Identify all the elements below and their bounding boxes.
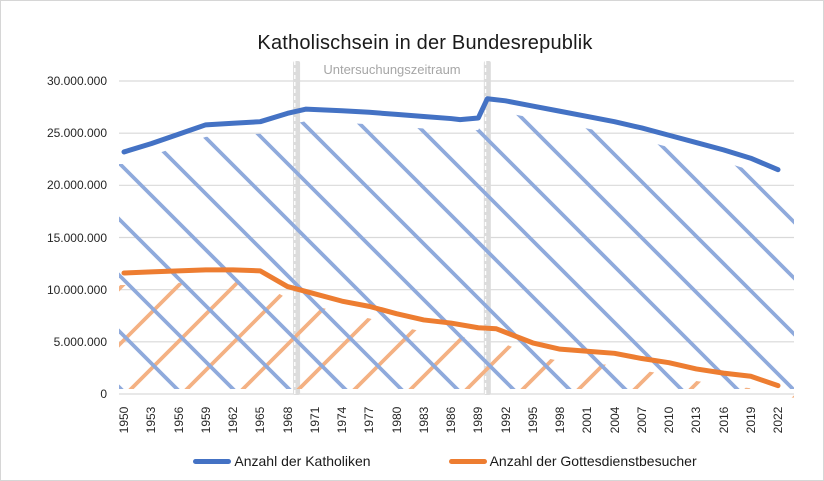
- legend-line-swatch: [448, 458, 487, 464]
- hatch-line: [119, 110, 369, 389]
- hatch-line: [219, 110, 593, 389]
- x-axis-label: 1992: [498, 406, 513, 434]
- hatch-line: [119, 110, 145, 389]
- hatch-line: [163, 110, 537, 389]
- x-axis-label: 2019: [743, 406, 758, 434]
- hatch-line: [611, 281, 794, 398]
- hatch-line: [555, 110, 794, 389]
- x-axis-label: 1959: [198, 406, 213, 434]
- x-axis-label: 2013: [689, 406, 704, 434]
- legend-line-swatch: [193, 458, 232, 464]
- x-axis-label: 2010: [662, 406, 676, 434]
- x-axis-label: 1953: [144, 406, 159, 434]
- x-axis-label: 1989: [471, 406, 486, 434]
- hatch-line: [219, 281, 593, 398]
- legend-item: Anzahl der Gottesdienstbesucher: [448, 453, 697, 469]
- x-axis-label: 2022: [771, 406, 785, 434]
- hatch-down: [1, 41, 794, 411]
- hatch-line: [1, 41, 31, 411]
- x-axis-label: 1965: [253, 406, 268, 434]
- hatch-line: [667, 110, 794, 389]
- hatch-line: [443, 281, 794, 398]
- annotation-label: Untersuchungszeitraum: [323, 62, 461, 77]
- x-axis-label: 2001: [580, 406, 595, 434]
- x-axis-label: 1968: [280, 406, 295, 434]
- chart-title: Katholischsein in der Bundesrepublik: [257, 32, 593, 54]
- y-axis-label: 15.000.000: [46, 230, 107, 245]
- hatch-line: [1, 41, 31, 411]
- x-axis-label: 1974: [335, 406, 349, 434]
- legend-label: Anzahl der Katholiken: [234, 453, 371, 469]
- x-axis-label: 1971: [307, 406, 322, 434]
- y-axis-label: 0: [100, 387, 107, 401]
- hatch-line: [119, 110, 425, 389]
- y-axis-label: 5.000.000: [53, 334, 107, 349]
- hatch-line: [119, 281, 313, 398]
- hatch-line: [331, 281, 705, 398]
- hatch-line: [1, 41, 87, 411]
- hatch-line: [387, 281, 761, 398]
- x-axis-label: 1962: [226, 406, 240, 434]
- y-axis-label: 30.000.000: [46, 74, 107, 88]
- hatch-line: [275, 281, 649, 398]
- hatch-line: [499, 281, 794, 398]
- hatch-line: [119, 281, 201, 398]
- hatch-line: [611, 110, 794, 389]
- hatch-line: [119, 110, 257, 389]
- x-axis-label: 1986: [444, 406, 458, 434]
- x-axis-label: 2007: [634, 406, 649, 434]
- x-axis-label: 1995: [525, 406, 540, 434]
- x-axis-label: 1998: [553, 406, 567, 434]
- hatch-line: [119, 281, 481, 398]
- series-line-gottesdienstbesucher: [121, 267, 781, 389]
- x-axis-label: 2016: [716, 406, 731, 434]
- hatch-line: [555, 281, 794, 398]
- legend-label: Anzahl der Gottesdienstbesucher: [489, 453, 697, 469]
- x-axis-label: 1983: [416, 406, 431, 434]
- x-axis-label: 2004: [607, 406, 622, 434]
- hatch-line: [119, 110, 313, 389]
- x-axis-label: 1977: [362, 406, 377, 434]
- hatch-line: [387, 110, 761, 389]
- series-line-katholiken: [121, 96, 781, 173]
- hatch-line: [1, 41, 87, 411]
- hatch-line: [119, 110, 201, 389]
- y-axis-label: 10.000.000: [46, 282, 107, 297]
- hatch-line: [331, 110, 705, 389]
- x-axis-label: 1956: [171, 406, 186, 434]
- hatch-line: [667, 281, 794, 398]
- hatch-line: [499, 110, 794, 389]
- y-axis-label: 20.000.000: [46, 178, 107, 193]
- x-axis-label: 1980: [389, 406, 404, 434]
- legend: Anzahl der Katholiken Anzahl der Gottesdi…: [67, 450, 823, 472]
- hatch-line: [443, 110, 794, 389]
- hatch-line: [779, 110, 794, 389]
- x-axis-label: 1950: [117, 406, 131, 434]
- y-axis-label: 25.000.000: [46, 126, 107, 141]
- hatch-line: [119, 110, 481, 389]
- legend-item: Anzahl der Katholiken: [193, 453, 371, 469]
- hatch-line: [779, 281, 794, 398]
- hatch-line: [163, 281, 537, 398]
- hatch-line: [119, 281, 145, 398]
